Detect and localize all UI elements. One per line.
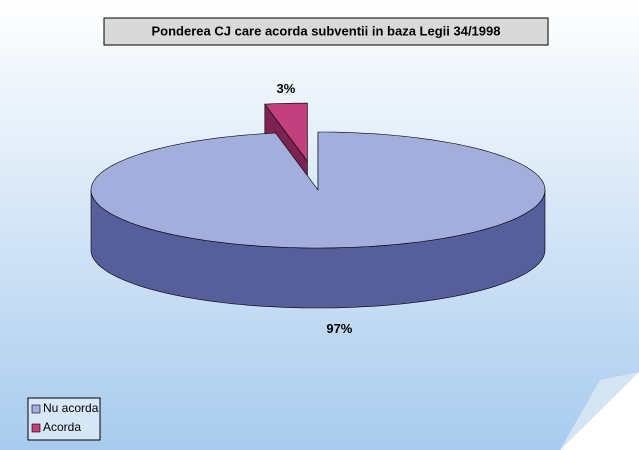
legend-label: Acorda <box>43 420 81 434</box>
page-fold-shadow <box>560 372 639 450</box>
slice-top <box>90 131 546 249</box>
pie-slice <box>90 131 546 309</box>
legend-swatch <box>31 423 41 433</box>
data-label: 97% <box>326 321 352 336</box>
legend-swatch <box>31 404 41 414</box>
plot <box>90 102 546 309</box>
slice-top <box>264 102 308 163</box>
title-box <box>103 17 549 46</box>
chart-title: Ponderea CJ care acorda subventii in baz… <box>152 23 501 38</box>
legend-label: Nu acorda <box>43 401 99 415</box>
data-label: 3% <box>277 81 296 96</box>
